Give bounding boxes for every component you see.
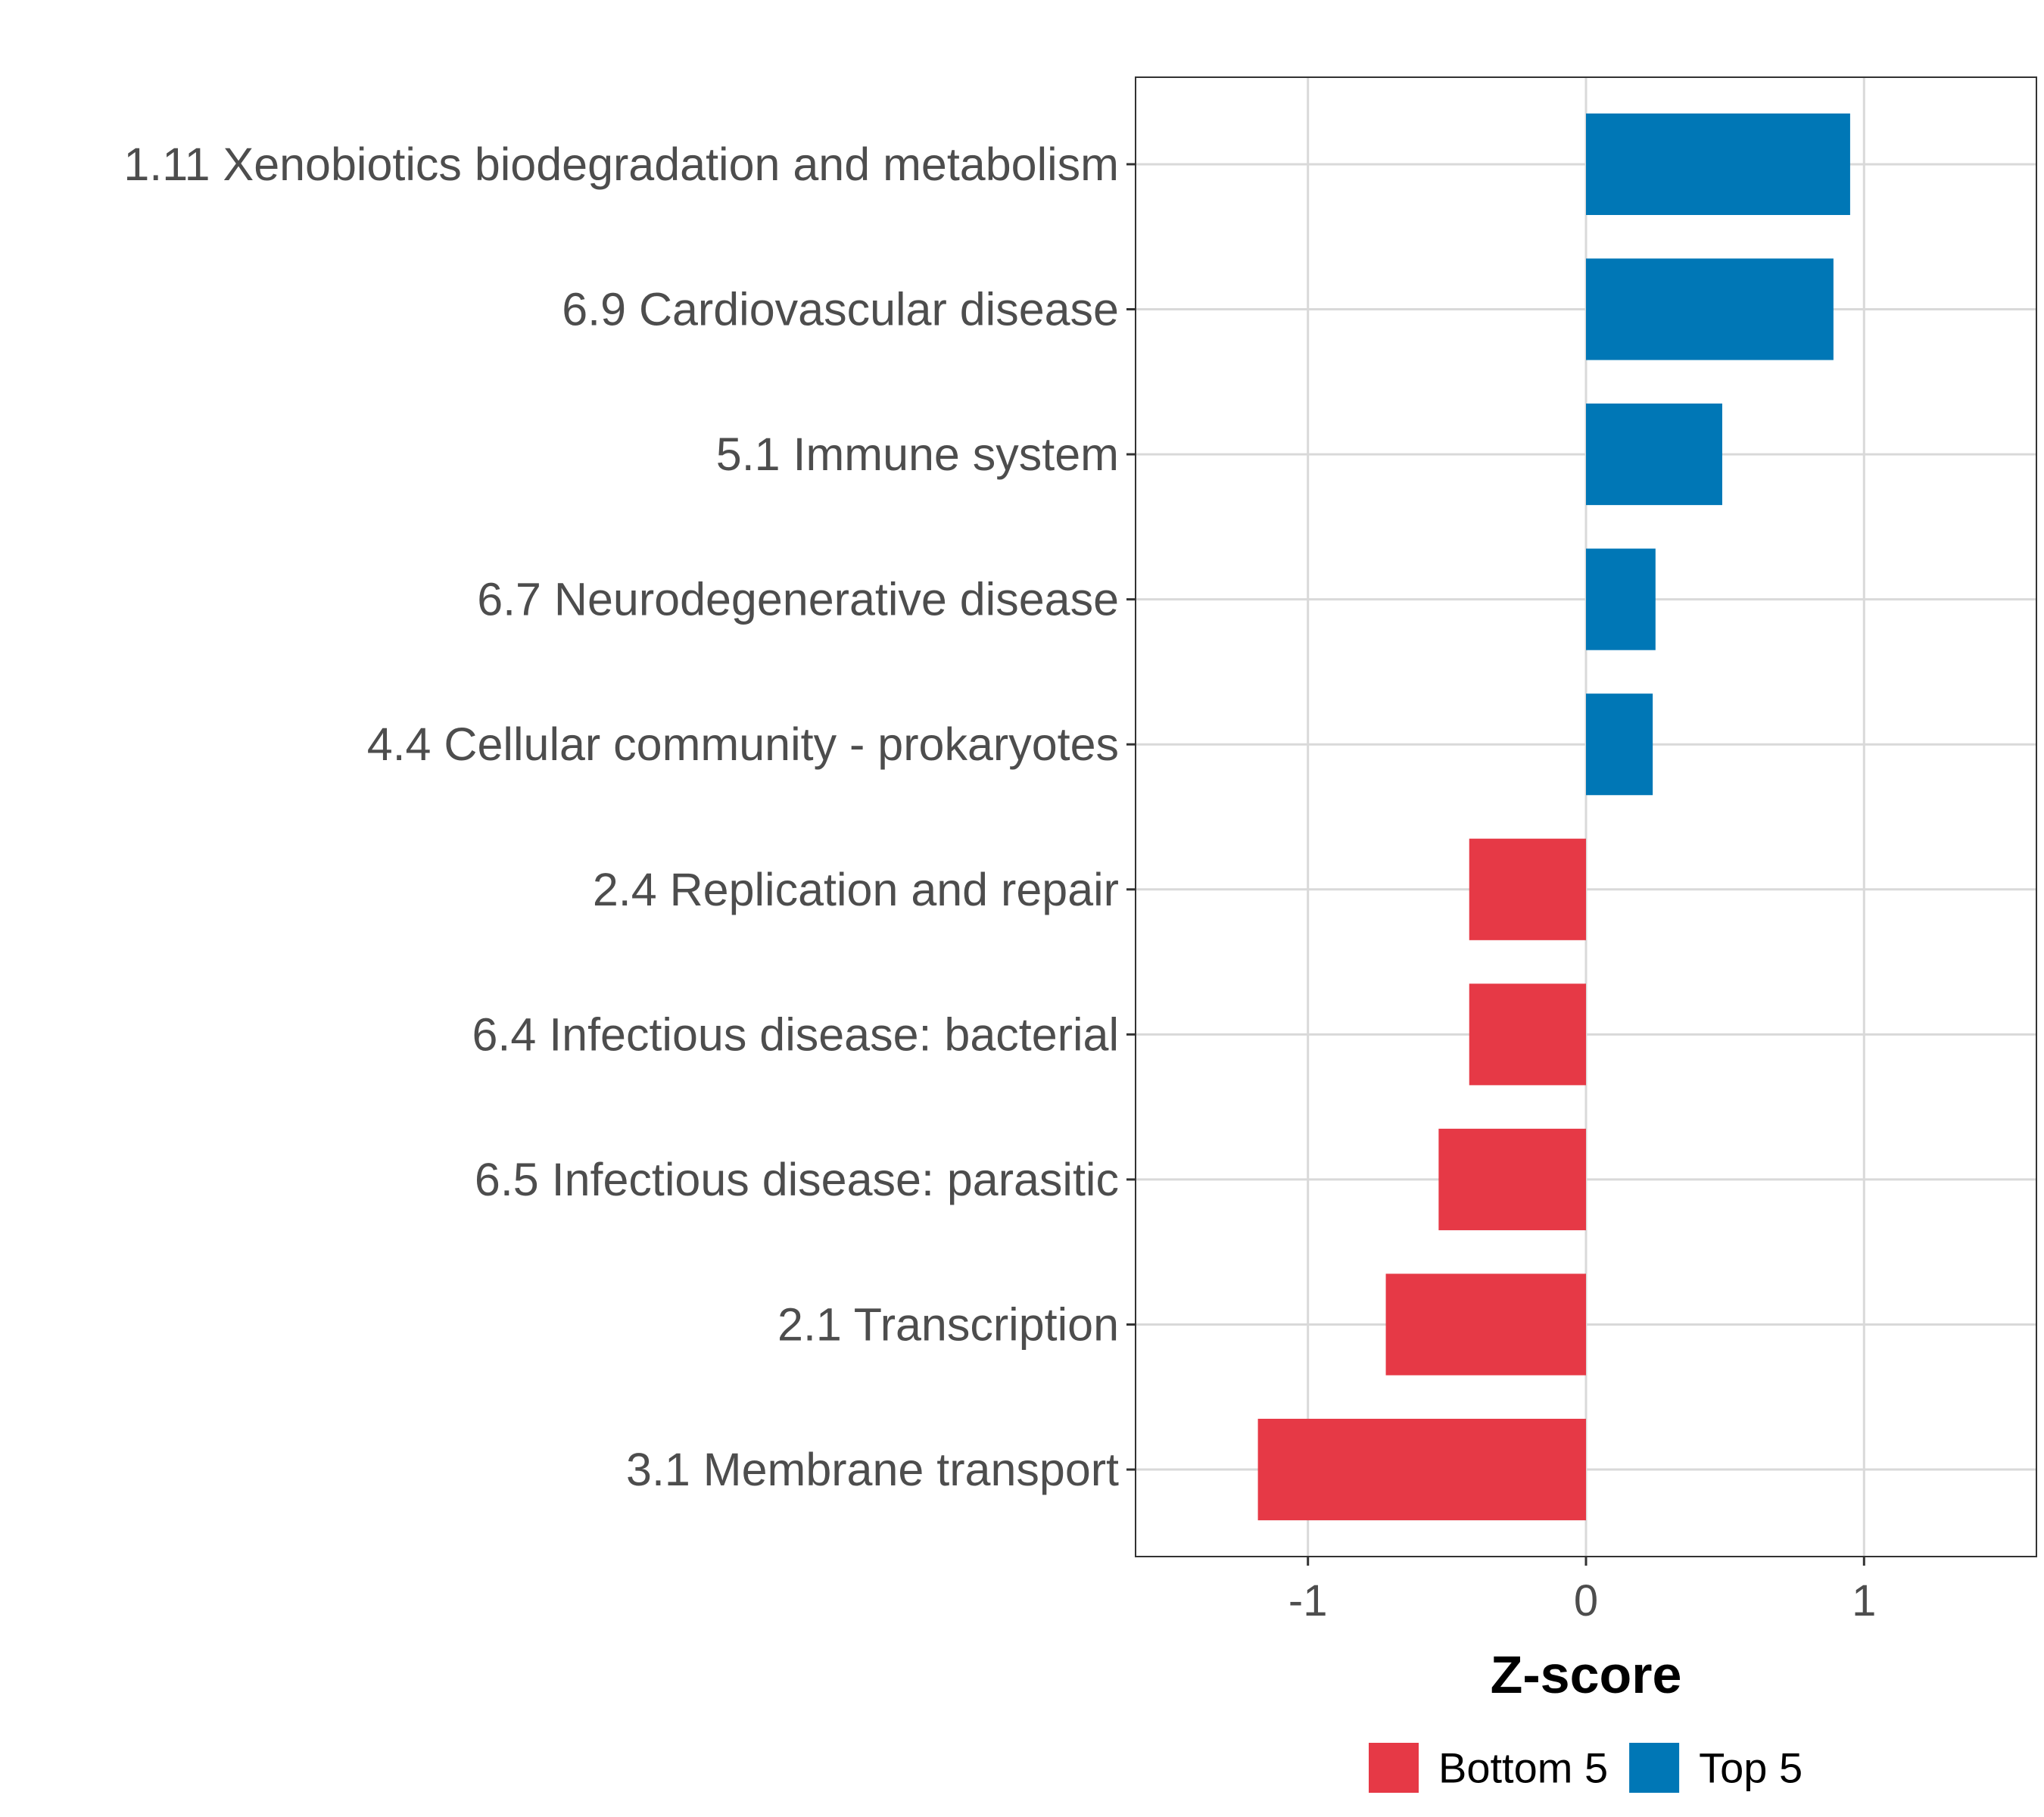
category-label: 6.9 Cardiovascular disease [562, 284, 1119, 335]
category-label: 6.4 Infectious disease: bacterial [472, 1008, 1119, 1060]
legend-key [1629, 1743, 1680, 1793]
category-label: 1.11 Xenobiotics biodegradation and meta… [123, 139, 1119, 190]
bar-3 [1586, 404, 1722, 506]
x-tick-label: 1 [1852, 1576, 1876, 1625]
x-tick-label: -1 [1288, 1576, 1328, 1625]
bar-4 [1586, 548, 1656, 650]
bar-2 [1586, 258, 1834, 360]
y-axis: 1.11 Xenobiotics biodegradation and meta… [123, 139, 1136, 1495]
legend-label: Top 5 [1699, 1744, 1803, 1792]
legend: Bottom 5 Top 5 [1369, 1743, 1803, 1793]
bar-10 [1257, 1419, 1586, 1521]
category-label: 2.1 Transcription [777, 1298, 1119, 1350]
category-label: 4.4 Cellular community - prokaryotes [367, 718, 1119, 770]
category-label: 5.1 Immune system [716, 429, 1119, 480]
category-label: 6.7 Neurodegenerative disease [477, 574, 1119, 625]
category-label: 2.4 Replication and repair [593, 864, 1119, 915]
bars [1257, 113, 1850, 1521]
legend-label: Bottom 5 [1438, 1744, 1608, 1792]
category-label: 6.5 Infectious disease: parasitic [475, 1154, 1119, 1205]
bar-5 [1586, 693, 1653, 796]
bar-1 [1586, 113, 1850, 215]
bar-7 [1469, 983, 1586, 1086]
category-label: 3.1 Membrane transport [626, 1444, 1119, 1495]
bar-6 [1469, 838, 1586, 940]
x-axis-title: Z-score [1491, 1645, 1682, 1704]
bar-8 [1438, 1128, 1586, 1230]
bar-9 [1385, 1273, 1586, 1376]
x-tick-label: 0 [1574, 1576, 1598, 1625]
x-axis: -1 0 1 [1288, 1557, 1876, 1625]
legend-key [1369, 1743, 1419, 1793]
